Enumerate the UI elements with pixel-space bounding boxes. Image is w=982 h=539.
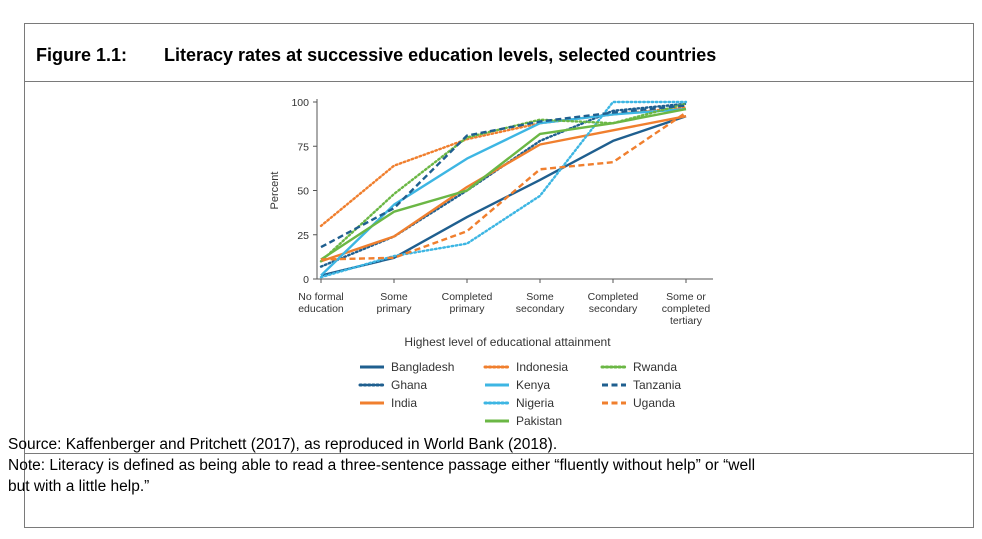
x-axis-label: Highest level of educational attainment <box>404 335 611 349</box>
legend-label: Bangladesh <box>391 360 454 374</box>
series-line-uganda <box>320 111 687 261</box>
legend-item-pakistan: Pakistan <box>485 414 562 428</box>
x-tick-label: Completed secondary <box>588 291 639 315</box>
legend-label: India <box>391 396 417 410</box>
y-axis-label: Percent <box>269 172 281 210</box>
x-tick-label: Completed primary <box>442 291 493 315</box>
y-tick-label: 100 <box>291 97 309 109</box>
legend-label: Tanzania <box>633 378 681 392</box>
legend-item-ghana: Ghana <box>358 378 427 392</box>
y-tick-label: 25 <box>297 230 309 242</box>
x-tick-label: Some or completed tertiary <box>662 291 711 327</box>
y-tick-label: 75 <box>297 141 309 153</box>
legend-label: Kenya <box>516 378 550 392</box>
chart-area: 0 25 50 75 100 Percent No formal education Some p… <box>25 82 973 454</box>
series-line-tanzania <box>320 104 687 249</box>
figure-title-row: Figure 1.1: Literacy rates at successive… <box>25 24 973 82</box>
legend-item-nigeria: Nigeria <box>483 396 554 410</box>
series-line-kenya <box>320 107 687 277</box>
legend: Bangladesh Ghana India Indonesia Kenya Nigeri… <box>358 360 681 428</box>
legend-item-rwanda: Rwanda <box>600 360 677 374</box>
x-tick-label: Some secondary <box>516 291 565 315</box>
x-tick-label: Some primary <box>376 291 412 315</box>
legend-item-india: India <box>360 396 417 410</box>
y-tick-label: 50 <box>297 186 309 198</box>
y-tick-label: 0 <box>303 274 309 286</box>
figure-title: Literacy rates at successive education l… <box>164 45 717 65</box>
definition-note-line-1: Note: Literacy is defined as being able … <box>8 457 756 474</box>
line-chart: 0 25 50 75 100 Percent No formal education Some p… <box>269 97 713 428</box>
legend-item-bangladesh: Bangladesh <box>360 360 454 374</box>
legend-label: Pakistan <box>516 414 562 428</box>
figure-label: Figure 1.1: <box>36 45 128 65</box>
legend-item-uganda: Uganda <box>602 396 675 410</box>
notes: Source: Kaffenberger and Pritchett (2017… <box>8 434 938 497</box>
legend-item-indonesia: Indonesia <box>483 360 568 374</box>
series-line-india <box>320 115 687 263</box>
source-note: Source: Kaffenberger and Pritchett (2017… <box>8 436 558 453</box>
legend-label: Nigeria <box>516 396 554 410</box>
series-line-nigeria <box>319 100 688 279</box>
legend-label: Ghana <box>391 378 427 392</box>
legend-label: Uganda <box>633 396 675 410</box>
figure-box: Figure 1.1: Literacy rates at successive… <box>24 23 974 528</box>
legend-item-tanzania: Tanzania <box>602 378 681 392</box>
legend-label: Rwanda <box>633 360 677 374</box>
x-tick-label: No formal education <box>298 291 344 315</box>
legend-item-kenya: Kenya <box>485 378 550 392</box>
definition-note-line-2: but with a little help.” <box>8 478 150 495</box>
legend-label: Indonesia <box>516 360 568 374</box>
